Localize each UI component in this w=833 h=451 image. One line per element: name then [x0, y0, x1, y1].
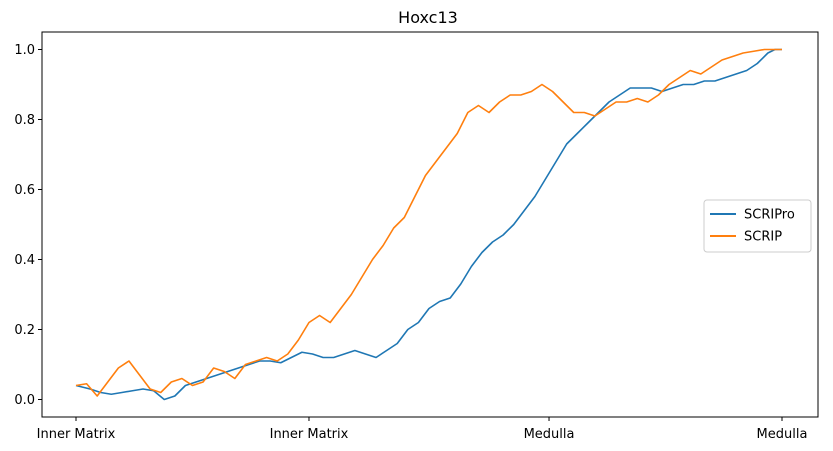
legend-label: SCRIPro [744, 208, 795, 223]
y-tick-label: 0.8 [14, 113, 35, 128]
legend-label: SCRIP [744, 230, 782, 245]
x-tick-label: Inner Matrix [270, 427, 349, 442]
legend: SCRIPro SCRIP [703, 199, 812, 253]
plot-frame [41, 31, 819, 418]
x-tick-label: Inner Matrix [37, 427, 116, 442]
x-tick-label: Medulla [757, 427, 808, 442]
y-tick-label: 1.0 [14, 43, 35, 58]
series-line-scrip [75, 48, 782, 397]
y-tick-label: 0.4 [14, 253, 35, 268]
series-line-scripro [75, 48, 782, 401]
y-tick-label: 0.6 [14, 183, 35, 198]
plot-area: 0.0 0.2 0.4 0.6 0.8 1.0 Inner Matrix Inner Matr… [14, 43, 807, 442]
y-tick-label: 0.0 [14, 393, 35, 408]
y-tick-label: 0.2 [14, 323, 35, 338]
chart-title: Hoxc13 [398, 8, 458, 27]
x-tick-label: Medulla [524, 427, 575, 442]
